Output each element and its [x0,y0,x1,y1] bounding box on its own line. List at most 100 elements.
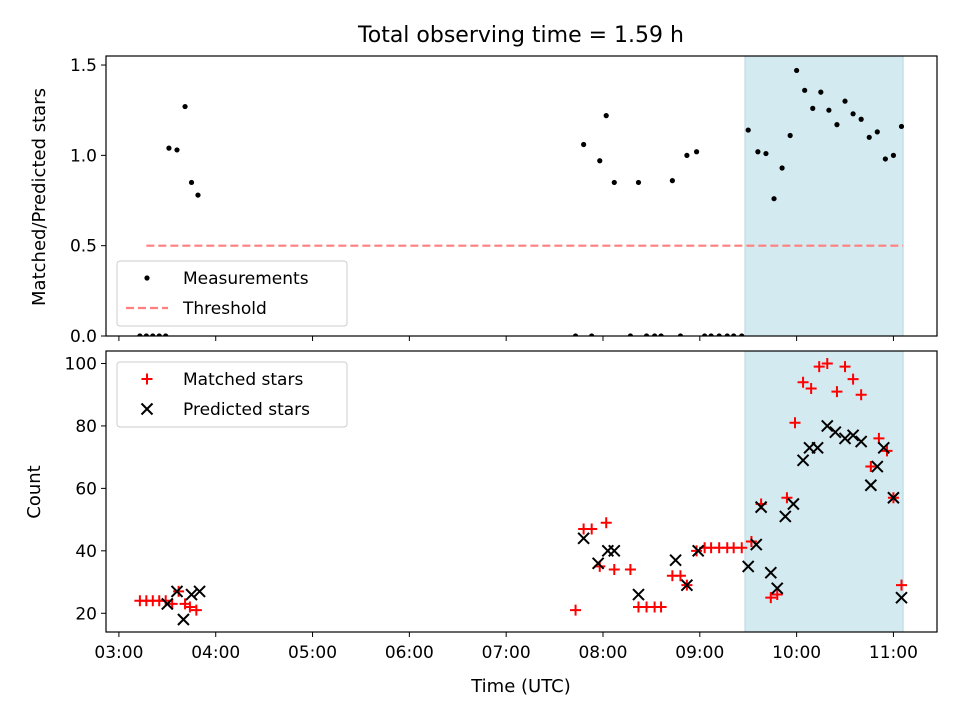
bottom-highlight-span [744,350,904,633]
x-tick-label: 04:00 [191,643,240,663]
measurement-point [771,196,777,202]
measurement-point [163,333,169,336]
measurement-point [874,129,880,135]
matched-star-point [896,579,908,591]
measurement-point [150,333,156,336]
predicted-star-point [771,582,784,595]
predicted-star-point [796,454,810,467]
predicted-star-point [177,613,190,626]
matched-star-point [855,389,867,401]
measurement-point [724,333,730,336]
predicted-star-point [742,560,755,573]
measurement-point [739,333,745,336]
measurement-point [842,98,848,104]
bottom-plot-area [134,357,908,626]
predicted-star-point [193,585,206,598]
matched-star-point [570,604,582,616]
top-legend-box [116,260,348,327]
matched-star-point [765,592,777,604]
legend-label: Predicted stars [183,400,310,420]
measurement-point [635,179,642,186]
x-tick-label: 03:00 [94,643,143,663]
predicted-star-point [691,544,705,558]
measurement-point [572,333,579,336]
measurement-point [826,107,832,113]
predicted-star-point [787,497,800,511]
legend-label: Threshold [182,299,267,319]
measurement-point [810,105,816,111]
predicted-star-point [887,491,900,504]
matched-star-point [805,382,817,394]
top-axes-frame [105,55,938,337]
measurement-point [755,149,761,155]
predicted-star-point [185,588,198,601]
matched-star-point [655,601,667,613]
bottom-legend: Matched stars Predicted stars [116,361,348,428]
matched-star-point [821,357,833,369]
bottom-y-tick-label: 100 [65,354,97,374]
measurement-point [763,150,769,157]
predicted-star-point [577,532,590,545]
bottom-axes-frame [105,350,938,633]
measurement-point [658,333,664,336]
matched-star-point [173,585,185,597]
bottom-y-tick-label: 40 [75,542,97,562]
measurement-point [716,333,722,336]
matched-star-point [674,570,686,582]
x-tick-label: 06:00 [385,643,434,663]
bottom-y-axis-label: Count [24,465,45,518]
measurement-point [850,111,856,117]
matched-star-point [813,361,825,373]
measurement-point [143,333,149,336]
top-y-tick-label: 1.0 [70,146,97,166]
measurement-point [787,132,793,139]
measurement-point [166,145,172,151]
measurement-point [708,333,714,336]
bottom-legend-box [116,361,348,428]
legend-measurements-swatch [144,275,150,281]
top-highlight-span [744,55,904,337]
matched-star-point [831,386,843,398]
measurement-point [779,165,785,171]
measurement-point [866,134,872,140]
legend-label: Measurements [183,269,309,289]
matched-star-point [600,517,612,529]
bottom-y-tick-label: 60 [75,479,97,499]
measurement-point [652,333,658,336]
chart-title: Total observing time = 1.59 h [357,23,684,48]
measurement-point [195,192,201,198]
bottom-y-tick-label: 20 [75,604,97,624]
measurement-point [611,179,617,186]
matched-star-point [736,542,748,554]
matched-star-point [839,361,851,373]
predicted-star-point [779,510,792,523]
predicted-star-point [821,419,834,433]
top-panel: 0.0 0.5 1.0 1.5 Measurements Threshold [70,55,938,347]
x-axis-label: Time (UTC) [470,676,571,697]
predicted-star-point [838,432,852,445]
measurement-point [188,179,195,186]
predicted-star-point [750,538,763,551]
measurement-point [802,87,808,93]
measurement-point [818,89,824,95]
x-tick-label: 07:00 [482,643,531,663]
predicted-star-point [811,441,824,454]
measurement-point [627,333,634,336]
predicted-star-point [170,585,184,598]
matched-star-point [789,417,801,429]
matched-star-point [586,523,598,535]
x-tick-label: 05:00 [288,643,337,663]
matched-star-point [847,373,859,385]
matched-star-point [608,564,620,576]
predicted-star-point [854,435,868,448]
measurement-point [174,147,180,153]
legend-predicted-swatch [140,402,154,416]
predicted-star-point [864,479,878,492]
top-y-tick-label: 1.5 [70,56,97,76]
measurement-point [745,127,751,133]
measurement-point [137,333,143,336]
matched-star-point [190,604,202,616]
matched-star-point [691,545,703,557]
measurement-point [669,178,675,184]
